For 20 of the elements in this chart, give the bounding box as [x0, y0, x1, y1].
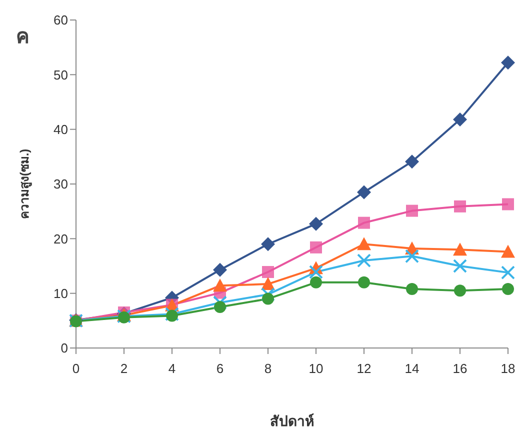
y-tick-label: 30: [54, 176, 68, 192]
x-axis-title: สัปดาห์: [270, 413, 314, 429]
x-tick-label: 8: [264, 361, 272, 376]
y-tick-label: 10: [54, 286, 68, 301]
x-tick-label: 4: [168, 361, 176, 376]
x-tick-label: 16: [452, 361, 468, 376]
text: ค: [16, 25, 29, 50]
y-tick-label: 60: [54, 12, 68, 28]
y-tick-label: 50: [54, 67, 68, 82]
x-tick-label: 12: [356, 361, 372, 376]
y-tick-label: 20: [54, 231, 68, 246]
y-axis-title: ความสูง(ซม.): [17, 148, 32, 220]
y-tick-label: 40: [54, 122, 68, 137]
x-tick-label: 14: [404, 361, 420, 376]
x-tick-label: 0: [72, 361, 80, 376]
x-tick-label: 10: [308, 361, 324, 376]
x-tick-label: 2: [120, 361, 128, 376]
y-tick-label: 0: [60, 340, 68, 356]
x-tick-label: 18: [500, 361, 516, 376]
x-tick-label: 6: [216, 361, 224, 376]
